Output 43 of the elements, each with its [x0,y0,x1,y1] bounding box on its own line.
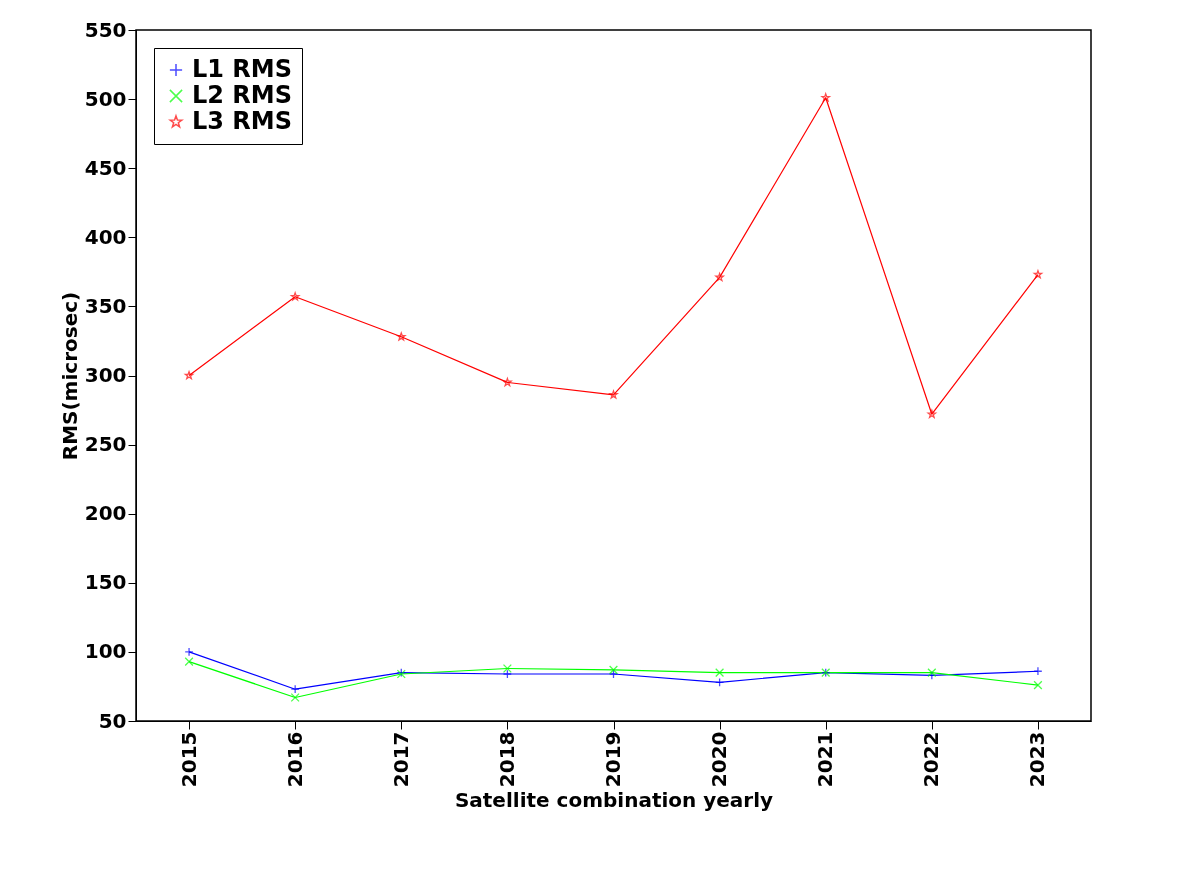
point [927,409,937,418]
legend-label: L3 RMS [192,107,292,135]
y-tick-label: 500 [84,86,127,111]
point [184,370,194,380]
x-tick-label: 2016 [282,731,307,788]
point [184,657,194,667]
legend-label: L1 RMS [192,55,292,83]
x-tick-label: 2020 [707,731,732,788]
point [503,377,512,387]
point [609,390,618,399]
y-tick-label: 350 [84,293,127,318]
x-tick-label: 2023 [1025,731,1050,788]
y-tick-label: 50 [98,708,127,733]
point [715,272,724,282]
y-tick-label: 300 [84,363,127,387]
y-axis-title: RMS(microsec) [57,291,82,461]
point [608,665,619,675]
point [396,332,406,341]
point [1033,666,1043,676]
x-tick-label: 2022 [919,731,944,788]
y-tick-label: 400 [84,224,127,249]
point [290,292,300,301]
x-axis-title: Satellite combination yearly [454,788,774,813]
y-tick-label: 100 [84,639,127,664]
y-tick-label: 550 [84,17,127,42]
y-tick-label: 450 [84,155,127,180]
point [821,93,831,102]
point [290,692,300,703]
y-tick-label: 150 [84,570,127,595]
legend-label: L2 RMS [192,81,292,109]
point [502,669,512,679]
point [1033,270,1043,279]
x-tick-label: 2017 [388,731,413,788]
x-tick-label: 2015 [176,731,201,788]
point [502,663,512,674]
x-tick-label: 2021 [813,731,838,788]
y-tick-label: 250 [84,432,127,457]
y-tick-label: 200 [84,501,127,526]
point [715,668,725,678]
x-tick-label: 2018 [494,731,519,788]
point [1033,680,1043,690]
x-tick-label: 2019 [601,731,625,788]
point [184,647,194,657]
